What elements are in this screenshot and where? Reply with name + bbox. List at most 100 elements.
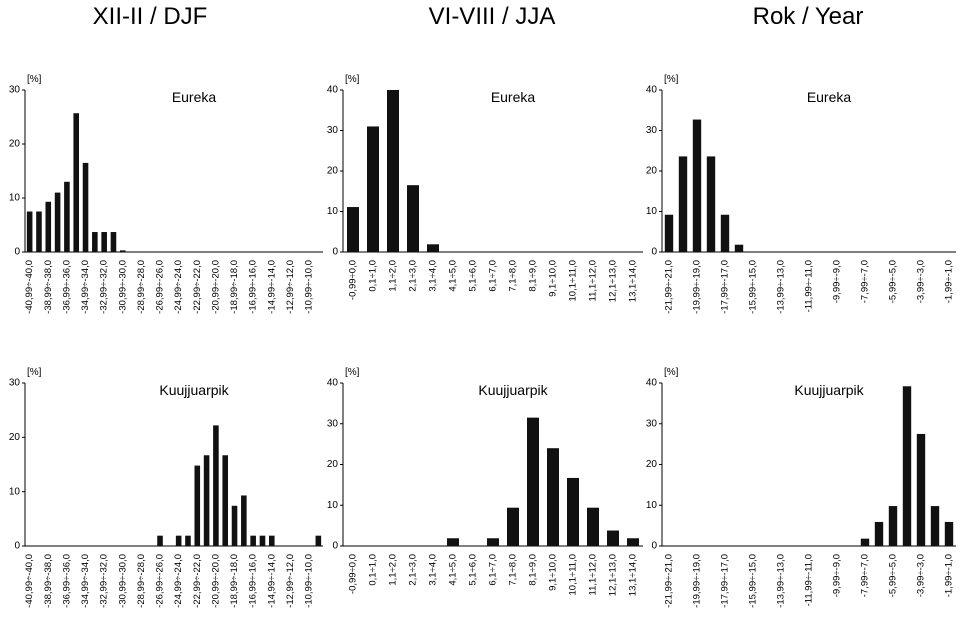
- bar: [157, 535, 163, 546]
- x-tick-label: 13,1÷14,0: [628, 554, 639, 596]
- bar: [231, 505, 238, 546]
- y-tick-label: 0: [651, 541, 657, 552]
- x-tick-label: 4,1÷5,0: [448, 554, 459, 586]
- x-tick-label: -9,99÷-9,0: [832, 260, 843, 303]
- bar: [706, 156, 716, 252]
- station-title: Eureka: [172, 89, 217, 105]
- x-tick-label: -3,99÷-3,0: [916, 554, 927, 597]
- bar: [888, 506, 898, 546]
- x-tick-label: -18,99÷-18,0: [229, 554, 240, 608]
- x-tick-label: -21,99÷-21,0: [664, 554, 675, 608]
- y-tick-label: 30: [9, 378, 21, 389]
- bar: [110, 232, 117, 252]
- x-tick-label: 4,1÷5,0: [448, 260, 459, 292]
- y-tick-label: 20: [646, 166, 658, 177]
- x-tick-label: -1,99÷-1,0: [944, 260, 955, 303]
- y-tick-label: 20: [9, 139, 21, 150]
- x-tick-label: -30,99÷-30,0: [117, 260, 128, 314]
- bar: [222, 455, 229, 546]
- x-tick-label: 5,1÷6,0: [468, 260, 479, 292]
- x-tick-label: -10,99÷-10,0: [304, 554, 315, 608]
- column-title: XII-II / DJF: [93, 3, 208, 30]
- bar: [567, 477, 579, 546]
- x-tick-label: -28,99÷-28,0: [136, 554, 147, 608]
- x-tick-label: 2,1÷3,0: [408, 554, 419, 586]
- x-tick-label: 9,1÷10,0: [548, 260, 559, 297]
- x-tick-label: -9,99÷-9,0: [832, 554, 843, 597]
- x-tick-label: 7,1÷8,0: [508, 554, 519, 586]
- bar: [45, 201, 52, 252]
- bar: [82, 162, 89, 252]
- y-tick-label: 10: [9, 486, 21, 497]
- y-tick-label: 40: [646, 378, 658, 389]
- x-tick-label: 0,1÷1,0: [368, 554, 379, 586]
- bar: [547, 448, 559, 546]
- x-tick-label: -38,99÷-38,0: [43, 260, 54, 314]
- x-tick-label: -7,99÷-7,0: [860, 260, 871, 303]
- x-tick-label: 12,1÷13,0: [608, 554, 619, 596]
- bar: [678, 156, 688, 252]
- bar: [268, 535, 275, 546]
- y-unit: [%]: [664, 74, 679, 85]
- bar: [185, 535, 191, 546]
- x-tick-label: -21,99÷-21,0: [664, 260, 675, 314]
- x-tick-label: -18,99÷-18,0: [229, 260, 240, 314]
- x-tick-label: 9,1÷10,0: [548, 554, 559, 591]
- y-tick-label: 10: [646, 500, 658, 511]
- bar: [874, 521, 884, 546]
- bar: [627, 538, 639, 546]
- y-tick-label: 0: [651, 247, 657, 258]
- x-tick-label: -20,99÷-20,0: [210, 260, 221, 314]
- x-tick-label: -16,99÷-16,0: [248, 260, 259, 314]
- y-tick-label: 40: [646, 85, 658, 96]
- bar: [101, 232, 107, 252]
- y-tick-label: 0: [14, 247, 20, 258]
- y-unit: [%]: [345, 74, 360, 85]
- station-title: Kuujjuarpik: [159, 382, 229, 398]
- x-tick-label: -17,99÷-17,0: [720, 260, 731, 314]
- bar: [36, 211, 42, 252]
- station-title: Kuujjuarpik: [478, 382, 548, 398]
- bar: [930, 506, 940, 546]
- x-tick-label: 3,1÷4,0: [428, 554, 439, 586]
- bar: [664, 214, 674, 252]
- x-tick-label: -24,99÷-24,0: [173, 554, 184, 608]
- y-tick-label: 20: [646, 459, 658, 470]
- bar: [367, 126, 379, 252]
- bar: [259, 535, 266, 546]
- x-tick-label: -38,99÷-38,0: [43, 554, 54, 608]
- bar: [26, 211, 33, 252]
- x-tick-label: 10,1÷11,0: [568, 260, 579, 302]
- x-tick-label: -13,99÷-13,0: [776, 554, 787, 608]
- x-tick-label: 12,1÷13,0: [608, 260, 619, 302]
- bar: [407, 185, 419, 252]
- y-tick-label: 0: [332, 247, 338, 258]
- x-tick-label: -24,99÷-24,0: [173, 260, 184, 314]
- x-tick-label: -26,99÷-26,0: [155, 260, 166, 314]
- x-tick-label: -22,99÷-22,0: [192, 554, 203, 608]
- y-tick-label: 20: [327, 459, 339, 470]
- x-tick-label: 8,1÷9,0: [528, 260, 539, 292]
- column-title: VI-VIII / JJA: [429, 3, 556, 30]
- y-tick-label: 30: [646, 418, 658, 429]
- bar: [447, 538, 459, 546]
- x-tick-label: -14,99÷-14,0: [266, 554, 277, 608]
- y-tick-label: 40: [327, 378, 339, 389]
- x-tick-label: -28,99÷-28,0: [136, 260, 147, 314]
- y-tick-label: 20: [9, 432, 21, 443]
- x-tick-label: -15,99÷-15,0: [748, 260, 759, 314]
- y-unit: [%]: [27, 74, 42, 85]
- x-tick-label: -0,99÷0,0: [348, 554, 359, 594]
- x-tick-label: 3,1÷4,0: [428, 260, 439, 292]
- x-tick-label: -13,99÷-13,0: [776, 260, 787, 314]
- bar: [119, 250, 126, 252]
- bar: [347, 207, 359, 252]
- bar: [54, 192, 61, 252]
- x-tick-label: -26,99÷-26,0: [155, 554, 166, 608]
- bar: [734, 244, 744, 252]
- x-tick-label: -11,99÷-11,0: [804, 554, 815, 606]
- bar: [175, 535, 182, 546]
- bar: [720, 214, 730, 252]
- bar: [607, 530, 619, 546]
